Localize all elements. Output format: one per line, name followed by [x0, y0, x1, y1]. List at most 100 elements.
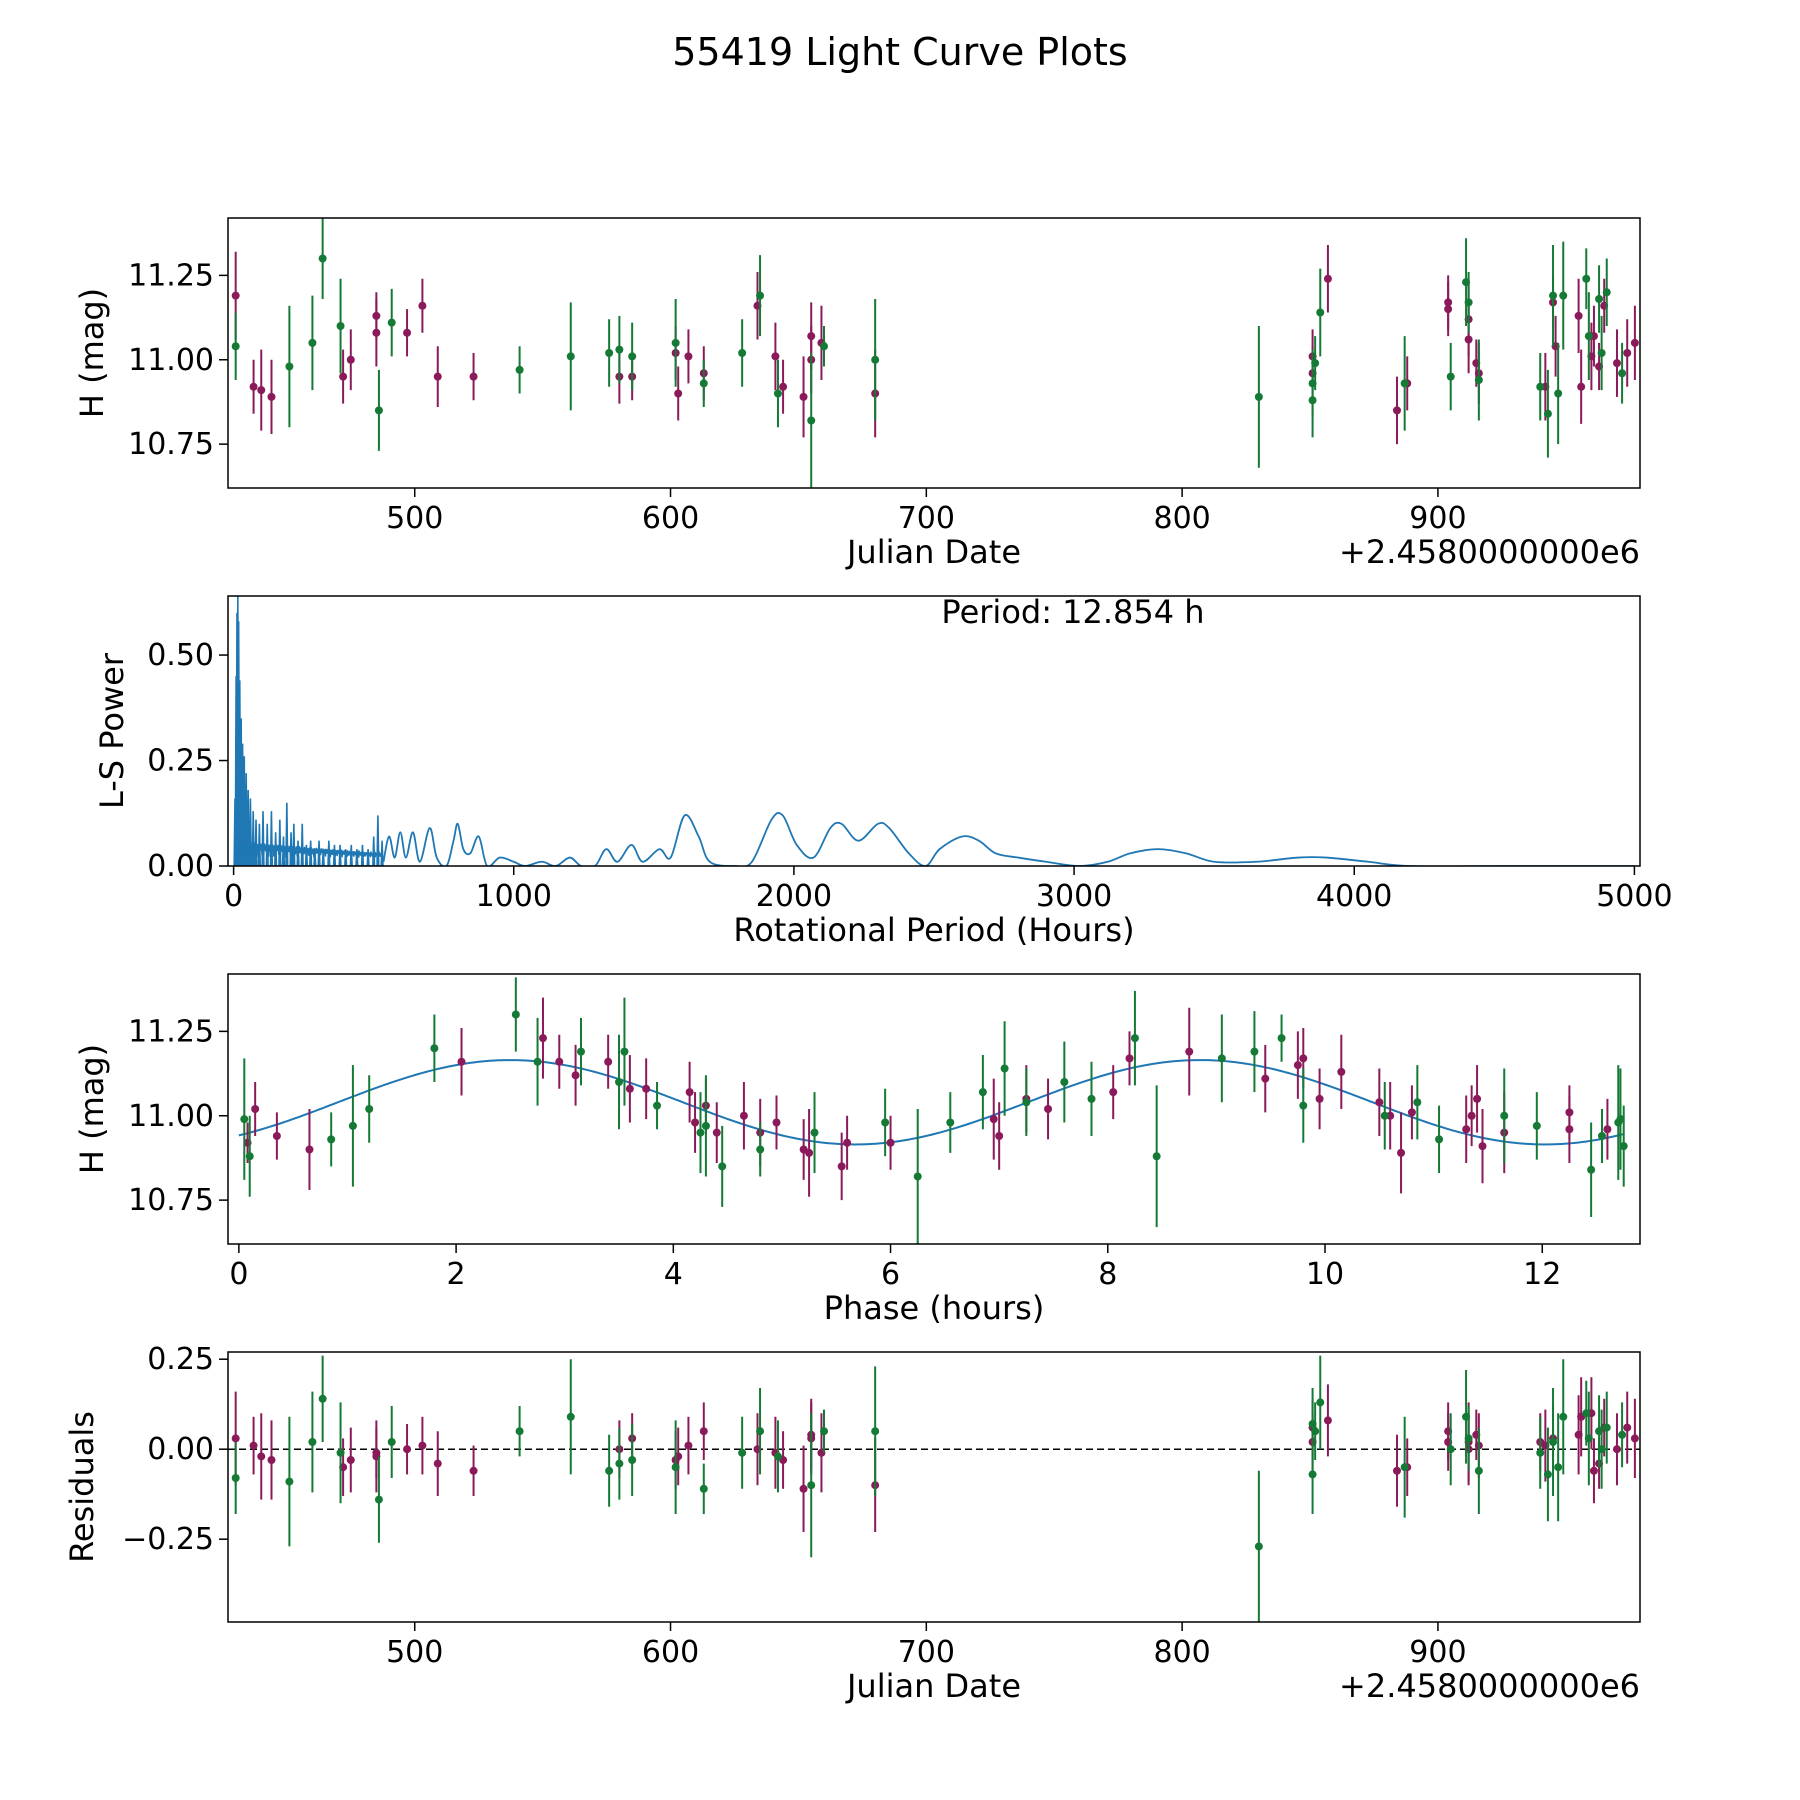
data-point	[978, 1088, 987, 1097]
data-point	[913, 1172, 922, 1181]
data-point	[231, 291, 240, 300]
data-point	[1462, 1125, 1471, 1134]
data-point	[1618, 369, 1627, 378]
residuals-y-ticks: −0.25 0.00 0.25	[122, 1342, 228, 1557]
data-point	[1261, 1074, 1270, 1083]
data-point	[989, 1115, 998, 1124]
y-tick-label: 10.75	[128, 1183, 214, 1218]
data-point	[1315, 1094, 1324, 1103]
data-point	[1589, 1466, 1598, 1475]
x-tick-label: 12	[1523, 1257, 1561, 1292]
x-tick-label: 900	[1409, 501, 1466, 536]
data-point	[1532, 1121, 1541, 1130]
data-point	[249, 382, 258, 391]
data-point	[620, 1047, 629, 1056]
data-point	[538, 1034, 547, 1043]
data-point	[1602, 288, 1611, 297]
periodogram-y-ticks: 0.00 0.25 0.50	[147, 638, 228, 884]
x-tick-label: 2000	[756, 879, 832, 914]
data-point	[1407, 1108, 1416, 1117]
data-point	[1597, 1132, 1606, 1140]
phased-axes-frame	[227, 973, 1641, 1245]
data-point	[1392, 406, 1401, 415]
lightcurve-offset-text: +2.4580000000e6	[1339, 533, 1640, 571]
periodogram-y-label: L-S Power	[93, 652, 131, 809]
y-tick-label: 0.25	[147, 1342, 214, 1377]
data-point	[249, 1441, 258, 1450]
data-point	[348, 1121, 357, 1130]
x-tick-label: 4000	[1316, 879, 1392, 914]
data-point	[1060, 1078, 1069, 1086]
data-point	[1559, 291, 1568, 300]
x-tick-label: 700	[898, 501, 955, 536]
data-point	[1185, 1047, 1194, 1056]
y-tick-label: 0.25	[147, 744, 214, 779]
data-point	[1311, 359, 1320, 368]
data-point	[1630, 338, 1639, 347]
data-point	[1618, 1430, 1627, 1439]
period-annotation: Period: 12.854 h	[941, 593, 1204, 631]
data-point	[615, 1078, 624, 1086]
residuals-axes-frame	[227, 1351, 1641, 1623]
data-point	[756, 1145, 765, 1154]
data-point	[674, 389, 683, 398]
data-point	[240, 1115, 249, 1124]
data-point	[642, 1084, 651, 1093]
sine-fit-line	[238, 1059, 1624, 1146]
data-point	[1375, 1098, 1384, 1107]
data-point	[318, 254, 327, 263]
residuals-y-label: Residuals	[63, 1411, 101, 1563]
data-point	[684, 352, 693, 361]
x-tick-label: 2	[447, 1257, 466, 1292]
data-point	[779, 382, 788, 391]
figure-title: 55419 Light Curve Plots	[672, 30, 1127, 74]
data-point	[374, 406, 383, 415]
data-point	[272, 1132, 281, 1140]
data-point	[1397, 1148, 1406, 1157]
data-point	[699, 1484, 708, 1493]
data-point	[566, 352, 575, 361]
periodogram-axes-frame	[227, 595, 1641, 867]
x-tick-label: 3000	[1036, 879, 1112, 914]
data-point	[1597, 1445, 1606, 1454]
data-point	[1446, 1445, 1455, 1454]
data-point	[1559, 1412, 1568, 1421]
data-point	[1323, 1416, 1332, 1425]
data-point	[257, 386, 266, 395]
data-point	[318, 1394, 327, 1403]
data-point	[1623, 349, 1632, 357]
y-tick-label: 0.00	[147, 849, 214, 884]
data-point	[699, 379, 708, 388]
phased-x-ticks: 0 2 4 6 8 10 12	[229, 1244, 1561, 1292]
data-point	[515, 365, 524, 374]
data-point	[469, 1466, 478, 1475]
data-point	[1392, 1466, 1401, 1475]
power-spikes	[233, 596, 384, 866]
data-point	[718, 1162, 727, 1171]
lightcurve-y-label: H (mag)	[73, 288, 111, 418]
data-point	[1000, 1064, 1009, 1073]
data-point	[1293, 1061, 1302, 1070]
data-point	[605, 1466, 614, 1475]
x-tick-label: 900	[1409, 1635, 1466, 1670]
data-point	[756, 1427, 765, 1436]
data-point	[684, 1441, 693, 1450]
data-point	[946, 1118, 955, 1127]
data-point	[1602, 1423, 1611, 1432]
phased-y-label: H (mag)	[73, 1044, 111, 1174]
data-point	[1474, 1466, 1483, 1475]
periodogram-plot-area	[233, 596, 1635, 866]
x-tick-label: 1000	[476, 879, 552, 914]
data-point	[1413, 1098, 1422, 1107]
data-point	[807, 416, 816, 425]
data-point	[615, 1459, 624, 1468]
data-point	[457, 1057, 466, 1066]
data-point	[871, 355, 880, 364]
data-point	[231, 1474, 240, 1482]
data-point	[231, 1434, 240, 1443]
data-point	[773, 389, 782, 398]
data-point	[1254, 392, 1263, 401]
data-point	[1400, 1463, 1409, 1472]
data-point	[305, 1145, 314, 1154]
